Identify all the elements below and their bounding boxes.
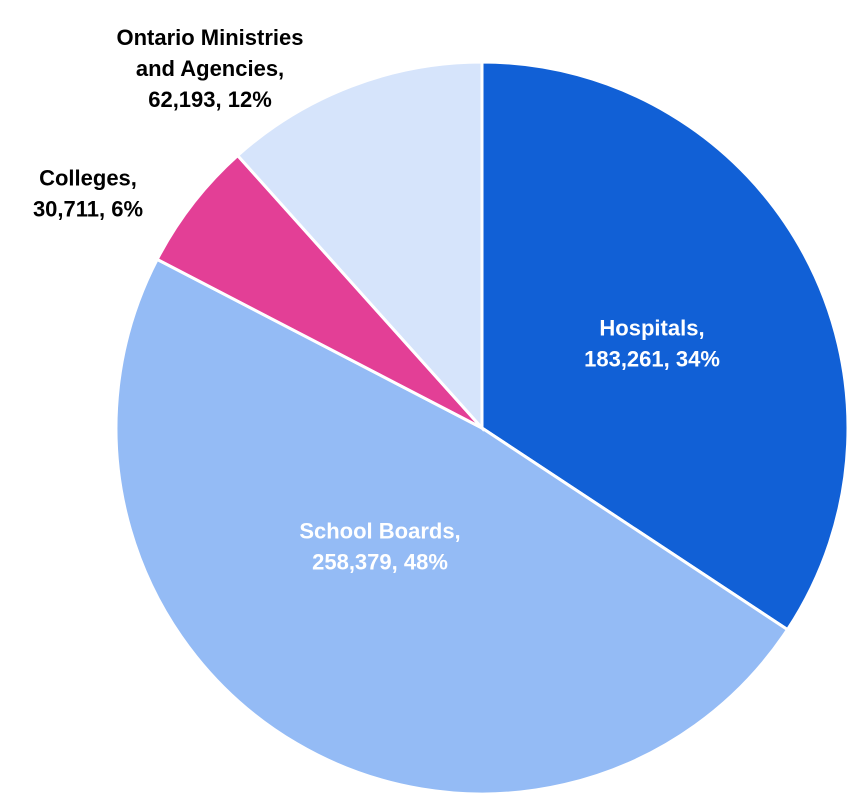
data-label: 183,261, 34% <box>584 346 720 371</box>
data-label: Colleges, <box>39 165 137 190</box>
data-label: and Agencies, <box>136 56 284 81</box>
data-label: School Boards, <box>299 518 460 543</box>
data-label: 258,379, 48% <box>312 549 448 574</box>
data-label: 62,193, 12% <box>148 87 272 112</box>
data-label: Ontario Ministries <box>116 25 303 50</box>
pie-slice <box>235 60 484 432</box>
pie-slice <box>155 153 484 430</box>
data-label: 30,711, 6% <box>33 196 143 221</box>
data-label: Hospitals, <box>599 315 704 340</box>
pie-slice <box>114 257 790 796</box>
